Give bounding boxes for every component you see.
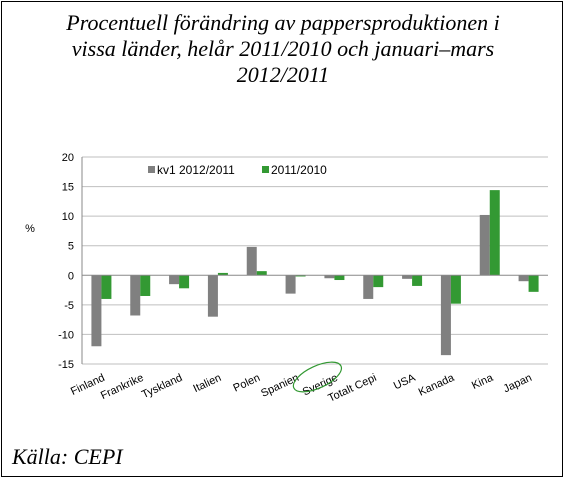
x-tick-label: Spanien	[259, 372, 301, 400]
y-axis-label: %	[25, 223, 35, 235]
bar	[363, 275, 374, 299]
bar	[256, 271, 267, 276]
bar	[101, 275, 112, 299]
bar	[285, 275, 296, 294]
bar	[91, 275, 102, 347]
bar	[489, 190, 500, 276]
y-tick-label: 10	[62, 211, 74, 223]
x-tick-label: Japan	[502, 372, 534, 396]
chart-title-line-3: 2012/2011	[236, 62, 330, 87]
legend-swatch	[148, 166, 155, 173]
legend-label: kv1 2012/2011	[157, 163, 235, 177]
y-tick-label: -10	[58, 329, 74, 341]
bar	[440, 275, 451, 356]
bar	[169, 275, 180, 285]
chart-title-line-1: Procentuell förändring av pappersprodukt…	[66, 10, 500, 35]
x-tick-label: Kina	[470, 371, 496, 392]
x-tick-label: Tyskland	[140, 372, 184, 401]
y-tick-label: -5	[64, 300, 74, 312]
bar	[207, 275, 218, 317]
y-tick-label: 5	[68, 241, 74, 253]
bar	[450, 275, 461, 304]
bar	[412, 275, 423, 286]
x-tick-label: Italien	[192, 372, 224, 395]
chart-title-line-2: vissa länder, helår 2011/2010 och januar…	[71, 36, 495, 61]
y-tick-label: 20	[62, 152, 74, 164]
y-tick-label: -15	[58, 359, 74, 371]
bar	[373, 275, 384, 288]
bar	[295, 275, 306, 277]
x-tick-label: USA	[392, 372, 418, 393]
bar	[246, 246, 257, 276]
chart-title: Procentuell förändring av pappersprodukt…	[0, 10, 566, 88]
legend-label: 2011/2010	[271, 163, 327, 177]
x-tick-label: Kanada	[417, 371, 457, 398]
bar	[324, 275, 335, 279]
bar	[217, 272, 228, 276]
source-note: Källa: CEPI	[12, 444, 123, 469]
y-tick-label: 0	[68, 270, 74, 282]
x-tick-label: Frankrike	[99, 372, 146, 402]
bar	[528, 275, 539, 292]
bar	[140, 275, 151, 296]
bar	[479, 214, 490, 276]
x-tick-label: Polen	[231, 372, 262, 395]
bar	[402, 275, 413, 279]
highlight-circle	[292, 361, 343, 393]
bar	[334, 275, 345, 281]
bar	[518, 275, 529, 282]
bar	[130, 275, 141, 316]
y-tick-label: 15	[62, 182, 74, 194]
legend-swatch	[262, 166, 269, 173]
bar	[179, 275, 190, 289]
